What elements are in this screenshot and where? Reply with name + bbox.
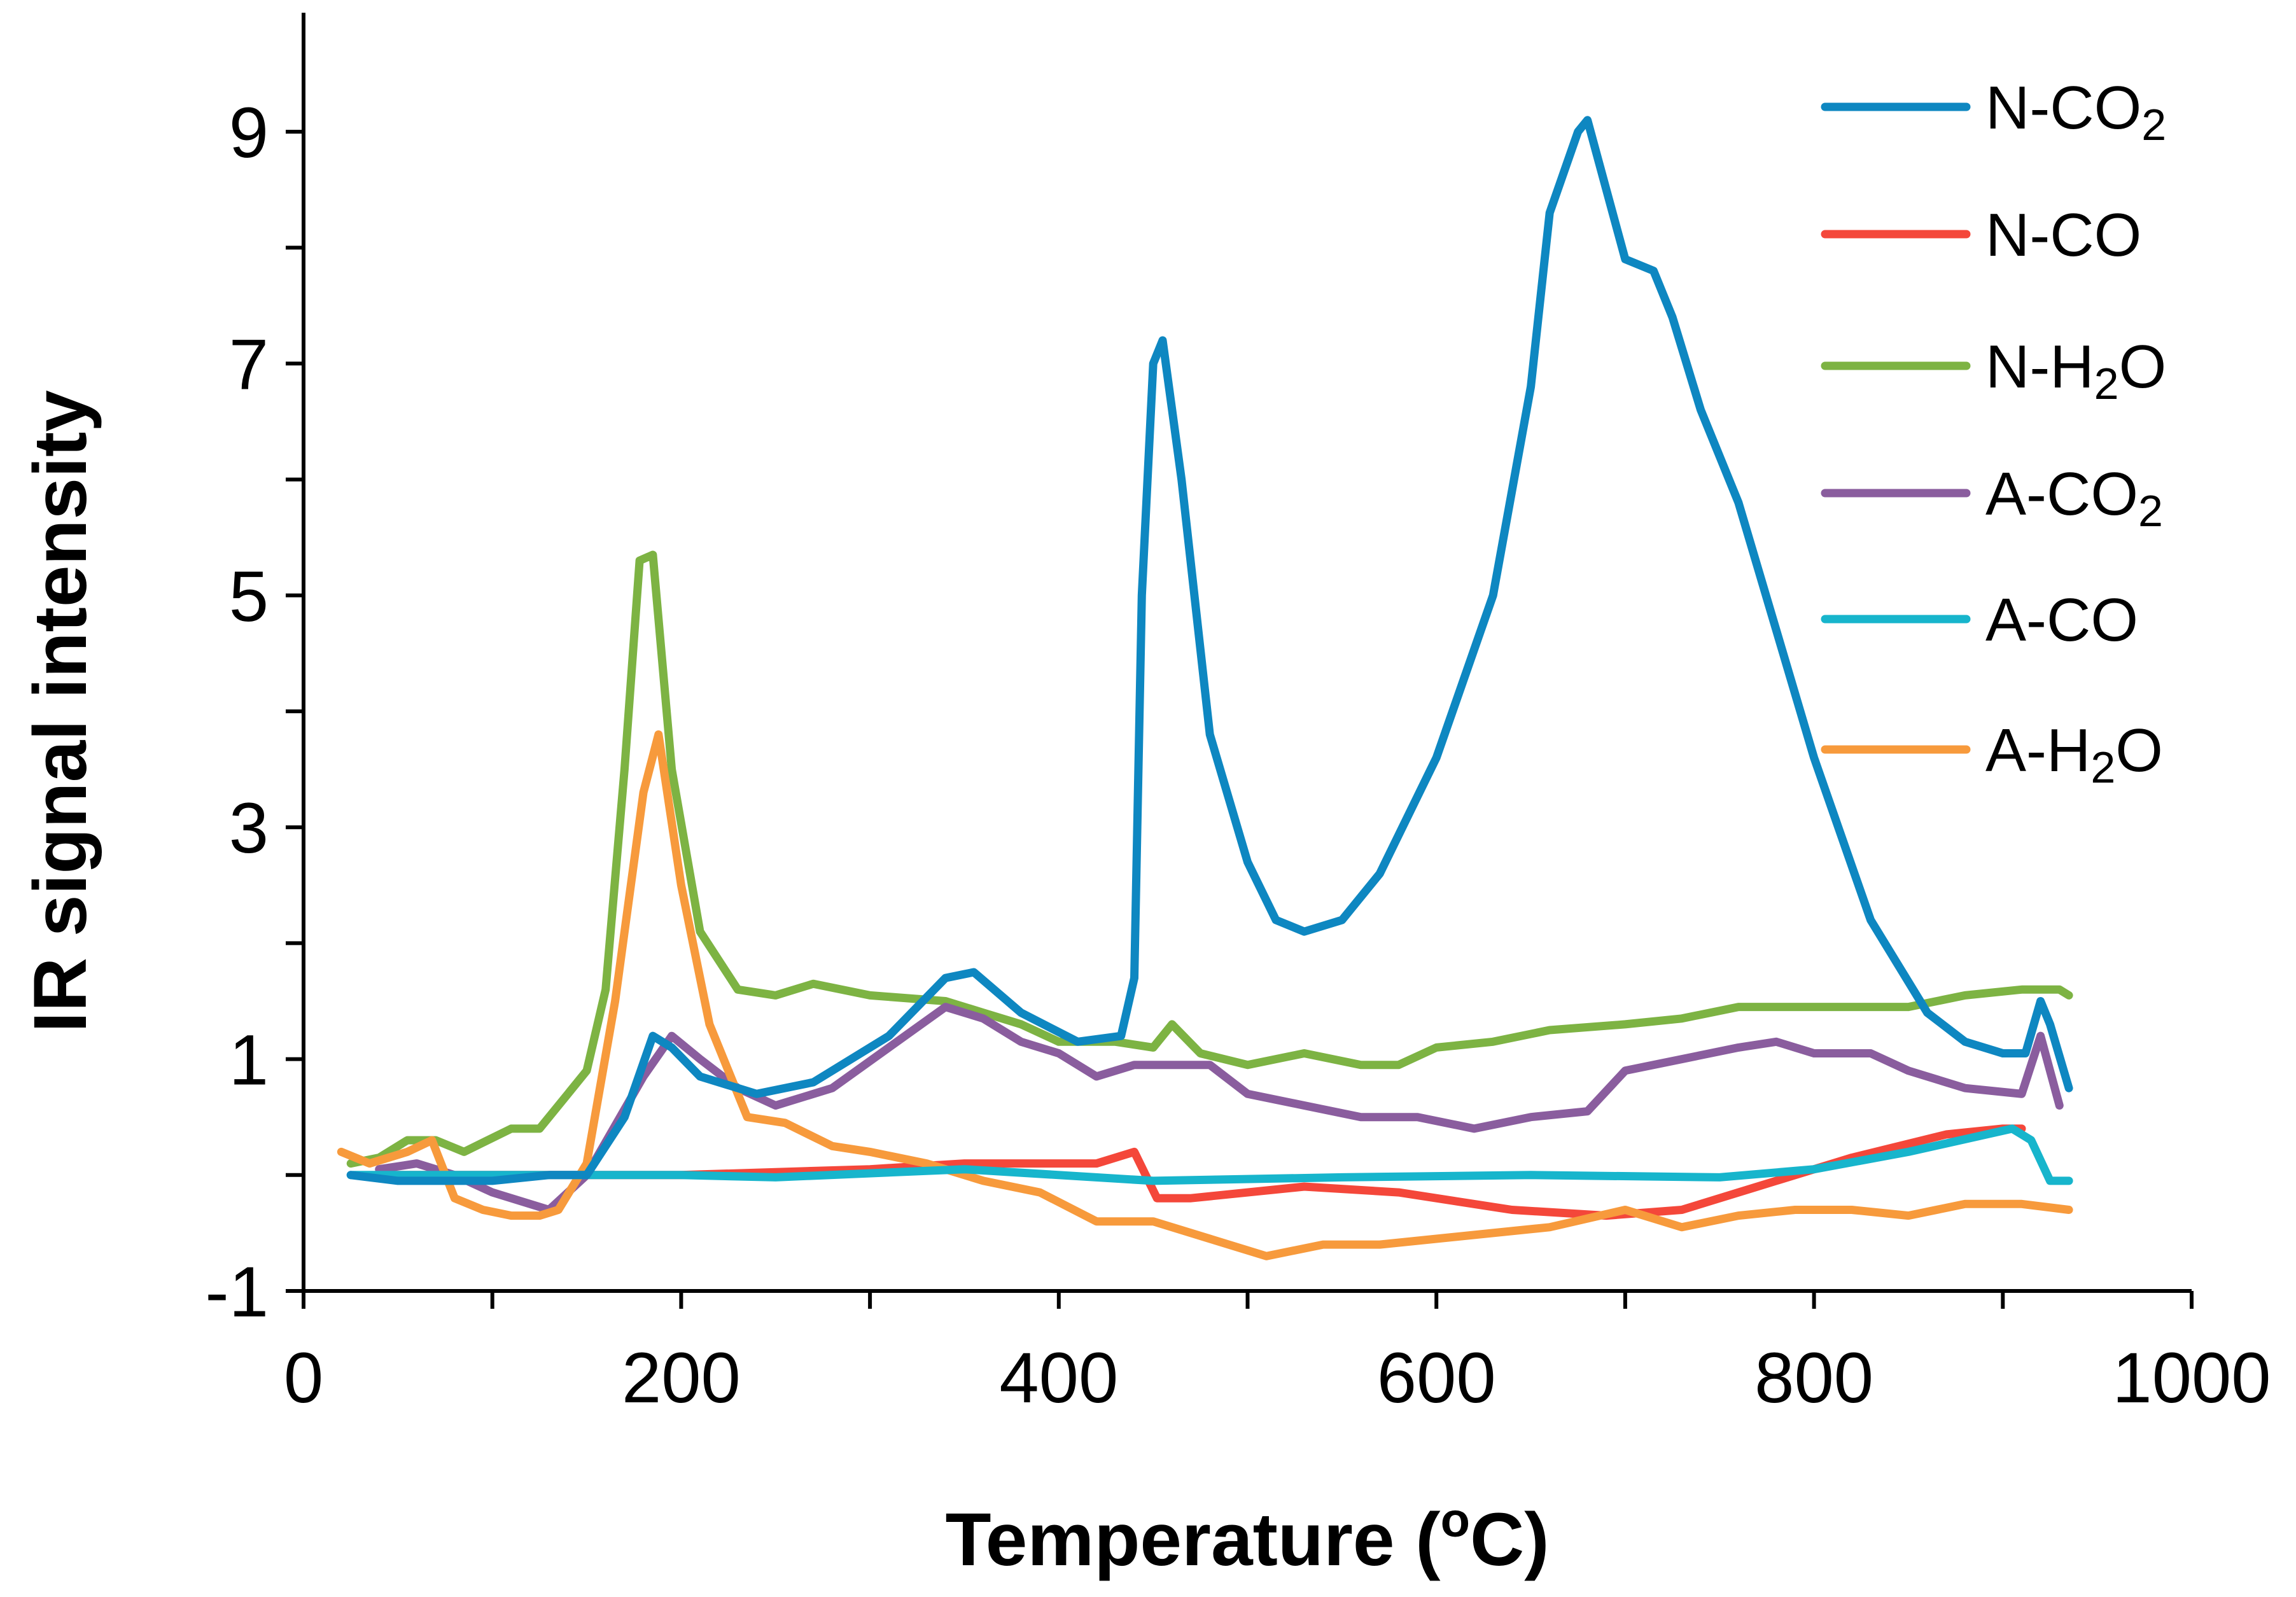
legend-item-a-h2o: A-H2O (1821, 716, 2163, 792)
x-tick-label: 800 (1754, 1338, 1873, 1418)
x-tick-label: 400 (999, 1338, 1118, 1418)
legend-item-n-co2: N-CO2 (1821, 74, 2166, 150)
legend-label: A-H2O (1985, 716, 2163, 792)
legend-label: N-CO (1985, 201, 2141, 269)
legend-item-a-co2: A-CO2 (1821, 460, 2163, 536)
legend: N-CO2 N-CO N-H2O A-CO2 A-CO A-H2O (1821, 74, 2166, 792)
series-lines (337, 116, 2073, 1260)
x-tick-label: 0 (284, 1338, 323, 1418)
series-line-n-co2 (346, 116, 2073, 1185)
x-tick-label: 200 (622, 1338, 741, 1418)
x-axis-title: Temperature (oC) (945, 1493, 1549, 1582)
legend-label: A-CO2 (1985, 460, 2163, 536)
series-line-a-h2o (337, 730, 2073, 1260)
axes: 0 200 400 600 800 1000 -1 1 3 5 7 9 (205, 13, 2271, 1418)
legend-item-a-co: A-CO (1821, 586, 2138, 654)
legend-label: N-CO2 (1985, 74, 2166, 150)
legend-item-n-h2o: N-H2O (1821, 333, 2166, 408)
legend-label: N-H2O (1985, 333, 2166, 408)
y-tick-label: -1 (205, 1252, 269, 1332)
y-tick-label: 5 (229, 557, 269, 636)
series-line-n-h2o (346, 550, 2073, 1168)
y-tick-label: 1 (229, 1021, 269, 1100)
series-line-a-co (346, 1124, 2073, 1185)
y-tick-label: 3 (229, 788, 269, 868)
x-tick-label: 600 (1377, 1338, 1496, 1418)
y-axis-title: IR signal intensity (18, 390, 102, 1033)
legend-item-n-co: N-CO (1821, 201, 2141, 269)
y-tick-label: 7 (229, 324, 269, 404)
legend-label: A-CO (1985, 586, 2138, 654)
y-tick-label: 9 (229, 93, 269, 172)
series-line-a-co2 (375, 1003, 2064, 1214)
x-tick-label: 1000 (2112, 1338, 2271, 1418)
